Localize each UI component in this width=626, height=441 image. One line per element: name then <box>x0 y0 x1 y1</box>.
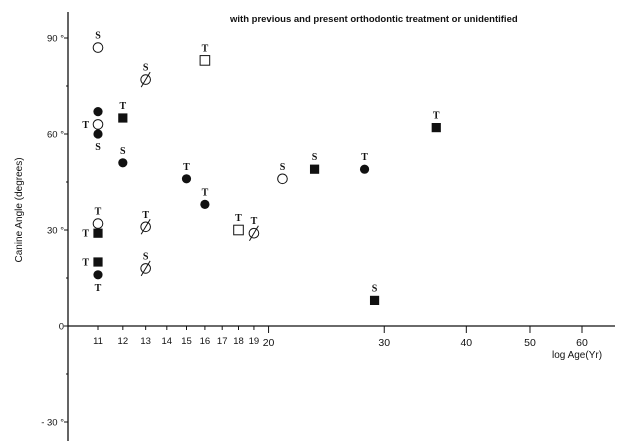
x-tick-label: 60 <box>576 337 588 349</box>
point-label: S <box>280 162 286 173</box>
point-label: T <box>202 187 209 198</box>
point-label: T <box>142 210 149 221</box>
data-point: T <box>200 187 210 209</box>
open-square-marker <box>199 55 211 66</box>
point-label: T <box>251 216 258 227</box>
filled-square-marker <box>93 228 103 238</box>
data-point: T <box>92 207 104 229</box>
x-tick-label: 20 <box>263 337 275 349</box>
data-point: S <box>277 162 288 185</box>
y-tick-label: - 30 ° <box>41 418 64 429</box>
open-circle-marker <box>92 218 104 229</box>
point-label: T <box>82 258 89 269</box>
point-label: T <box>183 162 190 173</box>
filled-circle-marker <box>181 174 192 184</box>
open-square-marker <box>233 224 244 236</box>
slash-stroke <box>249 225 259 241</box>
point-label: T <box>82 229 89 240</box>
x-tick-label: 17 <box>217 336 228 347</box>
open-circle-marker <box>92 42 104 53</box>
data-point <box>93 107 103 117</box>
slash-stroke <box>140 71 151 88</box>
point-label: S <box>95 142 101 153</box>
filled-circle-marker <box>93 129 103 139</box>
x-tick-label: 18 <box>233 336 244 347</box>
point-label: T <box>119 101 126 112</box>
x-axis-label: log Age(Yr) <box>552 350 602 361</box>
data-point: S <box>309 152 320 174</box>
axes: 90 ° 60 ° 30 ° 0 - 30 ° 11 12 13 14 15 16 17 18 19 20 3… <box>41 12 615 441</box>
y-axis-label: Canine Angle (degrees) <box>14 157 25 262</box>
filled-circle-marker <box>118 158 128 168</box>
x-tick-label: 30 <box>378 337 390 349</box>
x-tick-label: 12 <box>118 336 129 347</box>
data-point: T <box>199 43 211 66</box>
data-point: T <box>181 162 192 184</box>
data-point: T <box>93 270 103 294</box>
point-label: S <box>143 63 149 74</box>
point-label: S <box>95 31 101 42</box>
data-point: T <box>359 152 370 174</box>
point-label: T <box>95 283 102 294</box>
data-point: S <box>93 129 103 153</box>
data-point: T <box>431 111 441 133</box>
x-tick-label: 14 <box>162 336 173 347</box>
data-point: S <box>140 251 151 277</box>
x-tick-label: 50 <box>524 337 536 349</box>
y-tick-label: 60 ° <box>47 130 64 141</box>
point-label: T <box>202 43 209 54</box>
data-point: T <box>82 228 103 240</box>
data-point: S <box>140 63 151 88</box>
point-label: T <box>433 111 440 122</box>
x-tick-label: 11 <box>93 336 103 347</box>
data-point: S <box>369 283 380 305</box>
y-tick-label: 0 <box>59 322 64 333</box>
filled-circle-marker <box>200 199 210 209</box>
point-label: T <box>235 213 242 224</box>
point-label: T <box>361 152 368 163</box>
point-label: S <box>143 251 149 262</box>
slash-stroke <box>140 219 151 235</box>
data-point: T <box>248 216 260 241</box>
filled-square-marker <box>93 257 103 267</box>
x-tick-label: 15 <box>181 336 192 347</box>
open-circle-marker <box>92 119 104 130</box>
x-tick-label: 16 <box>200 336 211 347</box>
filled-square-marker <box>118 113 128 123</box>
data-point: T <box>82 257 103 269</box>
filled-circle-marker <box>93 107 103 117</box>
slash-stroke <box>140 260 151 277</box>
filled-square-marker <box>369 295 380 305</box>
point-label: S <box>372 283 378 294</box>
data-point: S <box>118 146 128 168</box>
data-point: T <box>118 101 128 123</box>
data-point: T <box>140 210 151 235</box>
point-label: T <box>95 207 102 218</box>
data-point: S <box>92 31 104 53</box>
filled-circle-marker <box>359 164 370 174</box>
chart-title: with previous and present orthodontic tr… <box>229 14 518 25</box>
filled-square-marker <box>431 123 441 133</box>
y-tick-label: 30 ° <box>47 226 64 237</box>
data-point: T <box>233 213 244 236</box>
x-tick-label: 13 <box>140 336 151 347</box>
filled-circle-marker <box>93 270 103 280</box>
point-label: S <box>120 146 126 157</box>
y-tick-label: 90 ° <box>47 34 64 45</box>
point-label: T <box>82 120 89 131</box>
point-label: S <box>312 152 318 163</box>
x-tick-label: 19 <box>249 336 260 347</box>
filled-square-marker <box>309 164 320 174</box>
x-tick-label: 40 <box>460 337 472 349</box>
data-point: T <box>82 119 104 131</box>
open-circle-marker <box>277 173 288 185</box>
